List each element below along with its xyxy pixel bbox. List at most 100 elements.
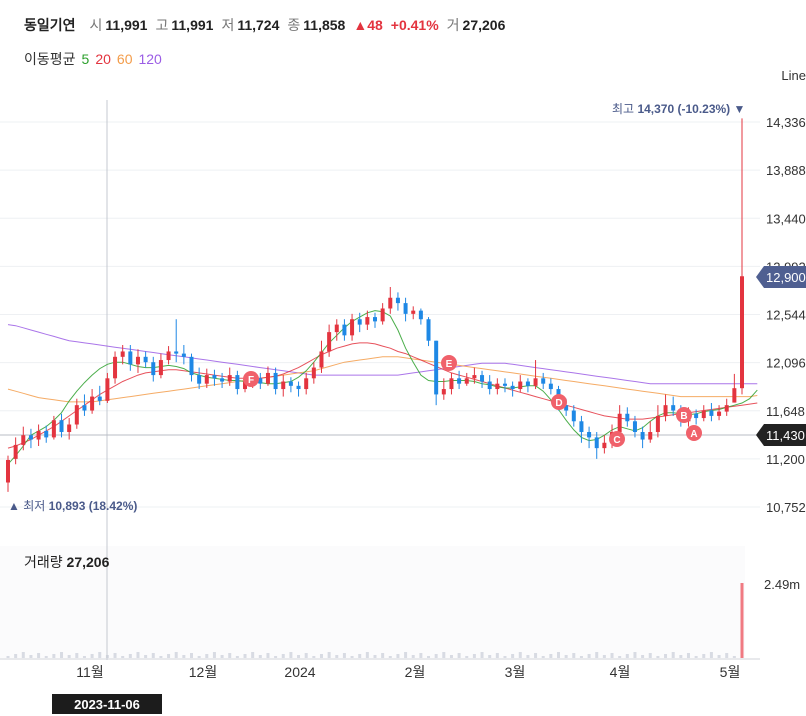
volume-bar	[495, 653, 499, 658]
volume-bar	[205, 654, 209, 658]
candle-body	[258, 378, 263, 384]
y-axis: 14,33613,88813,44012,99212,54412,09611,6…	[766, 115, 806, 515]
candle-body	[518, 381, 523, 390]
candle-body	[480, 375, 485, 382]
candle-body	[701, 410, 706, 419]
volume-bar	[312, 656, 316, 658]
volume-bar	[144, 655, 148, 658]
volume-bar	[449, 655, 453, 658]
volume-bar	[113, 653, 117, 658]
volume-panel-value: 27,206	[67, 554, 110, 570]
volume-bar	[732, 656, 736, 658]
candle-body	[197, 375, 202, 384]
volume-bar	[235, 656, 239, 658]
candle-body	[319, 351, 324, 368]
candle-body	[281, 381, 286, 390]
volume-bar	[350, 656, 354, 658]
ma60-line	[7, 356, 758, 403]
volume-bar	[281, 654, 285, 658]
candle-body	[235, 375, 240, 390]
ma120-legend[interactable]: 120	[138, 51, 162, 67]
volume-bar	[190, 653, 193, 658]
y-tick-label: 11,200	[766, 452, 805, 467]
volume-bar	[679, 655, 683, 658]
ma20-legend[interactable]: 20	[95, 51, 111, 67]
line-type-button[interactable]: Line	[781, 68, 806, 83]
candle-body	[204, 375, 209, 384]
ma-legend-label: 이동평균	[24, 51, 76, 67]
volume-bar	[29, 655, 33, 658]
candle-body	[212, 375, 217, 379]
volume-bar	[136, 652, 140, 658]
crosshair-date-label: 2023-11-06	[52, 694, 162, 714]
event-marker-label: C	[613, 435, 620, 446]
ma5-legend[interactable]: 5	[81, 51, 90, 67]
event-marker-c	[609, 431, 625, 447]
y-tick-label: 13,440	[766, 211, 806, 226]
candle-body	[304, 378, 309, 390]
candlesticks	[6, 118, 744, 492]
candle-body	[6, 459, 10, 483]
candle-body	[90, 396, 95, 411]
x-tick-label: 11월	[76, 664, 103, 680]
x-axis: 11월 12월 2024 2월 3월 4월 5월	[0, 658, 760, 680]
volume-bar	[220, 655, 224, 658]
moving-average-legend[interactable]: 이동평균 5 20 60 120	[24, 49, 168, 69]
candle-body	[151, 362, 156, 376]
candle-body	[663, 405, 668, 416]
candle-body	[487, 381, 492, 390]
candle-body	[502, 383, 507, 386]
current-price-tag: 11,430	[756, 424, 806, 446]
volume-bar	[396, 654, 400, 658]
volume-bar	[67, 655, 71, 658]
volume-bar	[411, 655, 415, 658]
event-marker-e	[441, 355, 457, 371]
y-tick-label: 14,336	[766, 115, 806, 130]
volume-bar	[98, 652, 102, 658]
volume-bar	[75, 653, 79, 658]
y-tick-label: 12,096	[766, 356, 806, 371]
volume-bar	[128, 654, 132, 658]
event-marker-f	[243, 371, 259, 387]
y-tick-label: 11,648	[766, 404, 805, 419]
volume-bar	[579, 656, 583, 658]
candle-body	[220, 378, 225, 382]
candle-body	[732, 388, 737, 403]
volume-bar	[488, 655, 492, 658]
change-percent: +0.41%	[390, 17, 439, 33]
min-price-annotation: ▲ 최저 10,893 (18.42%)	[8, 499, 137, 513]
ma20-line	[7, 342, 758, 449]
volume-bar	[434, 654, 438, 658]
candle-body	[74, 405, 79, 425]
volume-bar	[297, 655, 301, 658]
candle-body	[174, 351, 179, 354]
chart-grid	[0, 121, 760, 508]
candle-body	[189, 356, 194, 376]
volume-bar	[427, 656, 431, 658]
x-tick-label: 12월	[189, 664, 217, 680]
candle-body	[373, 317, 377, 322]
change-value: ▲48	[353, 17, 383, 33]
candle-body	[36, 430, 41, 440]
volume-bar	[327, 652, 331, 658]
volume-bar	[319, 654, 323, 658]
volume-bar	[228, 653, 232, 658]
event-marker-label: A	[690, 429, 697, 440]
volume-bar	[174, 652, 178, 658]
ma60-legend[interactable]: 60	[116, 51, 133, 67]
volume-bar	[335, 655, 339, 658]
high-label: 고	[155, 17, 169, 33]
ma5-line	[7, 310, 758, 465]
volume-bar	[121, 656, 125, 658]
volume-bar	[610, 653, 614, 658]
volume-bar	[52, 654, 56, 658]
volume-bar	[503, 656, 507, 658]
event-marker-b	[676, 407, 692, 423]
candle-body	[740, 276, 744, 389]
candle-body	[59, 420, 64, 433]
volume-bar	[358, 654, 362, 658]
x-tick-label: 2024	[284, 664, 315, 680]
x-tick-label: 4월	[610, 664, 631, 680]
volume-panel-bg	[0, 546, 745, 658]
